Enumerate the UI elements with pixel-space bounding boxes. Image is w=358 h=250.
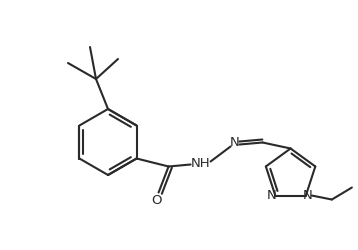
Text: NH: NH (191, 157, 211, 170)
Text: N: N (266, 189, 276, 202)
Text: O: O (151, 194, 162, 207)
Text: N: N (303, 189, 313, 202)
Text: N: N (230, 136, 240, 149)
